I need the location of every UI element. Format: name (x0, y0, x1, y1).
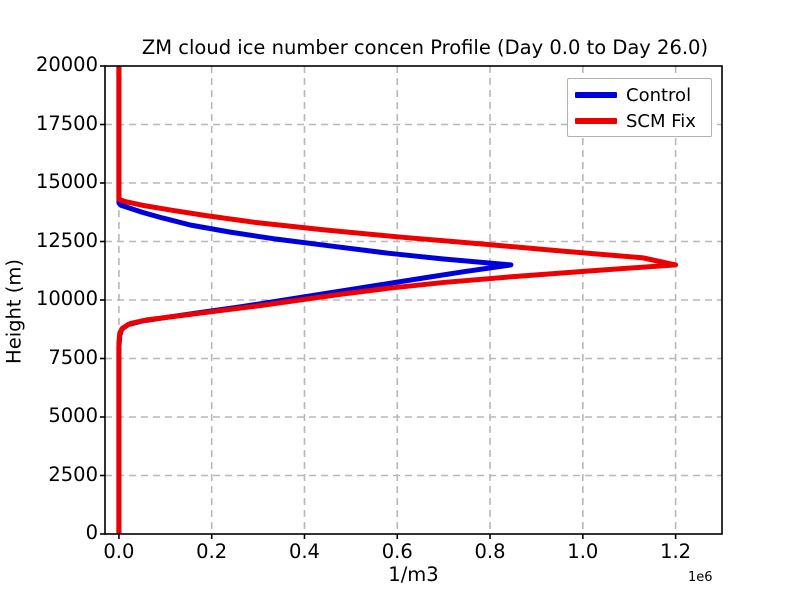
x-tick-label: 1.0 (567, 540, 599, 563)
x-tick-label: 1.2 (660, 540, 692, 563)
series-line-scm-fix (116, 66, 679, 534)
x-axis-label: 1/m3 (388, 563, 439, 586)
y-tick-label: 5000 (48, 404, 98, 427)
y-tick-label: 2500 (48, 462, 98, 486)
x-tick-label: 0.8 (474, 540, 506, 563)
y-tick-label: 15000 (35, 170, 98, 193)
x-tick-label: 0.0 (103, 540, 135, 563)
y-tick-label: 10000 (35, 287, 98, 310)
x-axis-exponent-label: 1e6 (688, 570, 713, 585)
y-tick-label: 12500 (35, 228, 98, 252)
legend-entry-control: Control (575, 83, 691, 107)
x-tick-label: 0.4 (288, 540, 320, 563)
legend: Control SCM Fix (567, 78, 712, 137)
legend-entry-scm-fix: SCM Fix (575, 109, 696, 133)
y-tick-label: 17500 (35, 111, 98, 135)
legend-label-control: Control (626, 84, 692, 106)
x-tick-label: 0.2 (196, 540, 228, 563)
legend-swatch-scm-fix (575, 118, 617, 124)
y-tick-label: 0 (85, 521, 98, 544)
legend-label-scm-fix: SCM Fix (626, 110, 696, 132)
chart-title: ZM cloud ice number concen Profile (Day … (141, 36, 709, 59)
y-tick-label: 20000 (35, 53, 98, 76)
x-tick-label: 0.6 (381, 540, 413, 563)
y-tick-label: 7500 (48, 345, 98, 369)
legend-swatch-control (575, 92, 617, 98)
y-axis-tick-labels: 0 2500 5000 7500 10000 12500 15000 17500 20000 (0, 0, 98, 600)
